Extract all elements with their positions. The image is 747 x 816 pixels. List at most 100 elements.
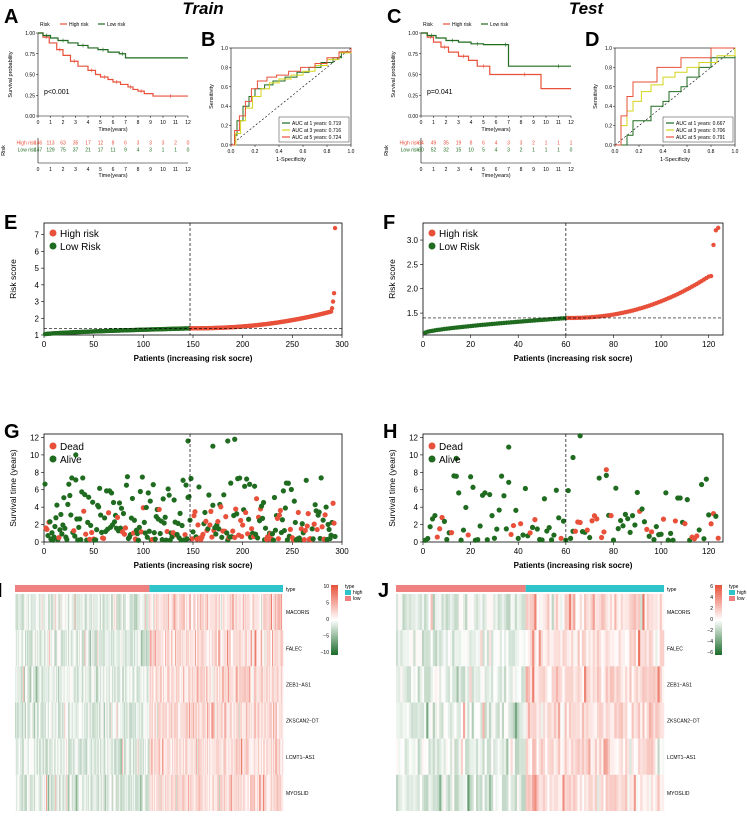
heatmap-cell [659, 774, 663, 811]
heatmap-cell [661, 630, 665, 667]
heatmap-cell [197, 594, 199, 631]
heatmap-cell [424, 702, 427, 739]
heatmap-cell [521, 702, 524, 739]
heatmap-cell [260, 774, 262, 811]
heatmap-cell [182, 594, 184, 631]
heatmap-cell [103, 702, 105, 739]
heatmap-cell [250, 666, 253, 703]
y-tick-label: 0.25 [25, 93, 35, 99]
risk-count: 2 [520, 148, 523, 154]
alive-point [57, 527, 63, 533]
alive-point [93, 537, 99, 543]
heatmap-cell [265, 738, 267, 775]
heatmap-cell [471, 630, 475, 667]
heatmap-cell [202, 738, 204, 775]
alive-point [520, 532, 526, 538]
heatmap-cell [49, 738, 51, 775]
alive-point [629, 513, 636, 519]
heatmap-cell [108, 630, 110, 667]
heatmap-cell [614, 630, 617, 667]
alive-point [232, 436, 238, 442]
heatmap-cell [206, 774, 208, 811]
heatmap-cell [168, 738, 170, 775]
risk-count: 35 [443, 141, 449, 147]
heatmap-cell [404, 630, 408, 667]
heatmap-cell [24, 666, 26, 703]
heatmap-cell [622, 774, 626, 811]
dead-point [232, 534, 238, 541]
heatmap-cell [85, 594, 87, 631]
legend-entry: Low Risk [439, 242, 481, 253]
heatmap-cell [159, 666, 161, 703]
x-tick-label: 50 [89, 547, 98, 556]
heatmap-cell [402, 666, 405, 703]
heatmap-cell [581, 594, 585, 631]
risk-count: 1 [174, 148, 177, 154]
heatmap-cell [278, 702, 280, 739]
heatmap-cell [84, 630, 86, 667]
heatmap-cell [97, 702, 99, 739]
heatmap-cell [185, 774, 187, 811]
alive-point [169, 534, 175, 540]
heatmap-cell [179, 594, 181, 631]
heatmap-cell [90, 702, 92, 739]
heatmap-cell [71, 702, 73, 739]
heatmap-cell [201, 774, 203, 811]
heatmap-cell [657, 702, 660, 739]
heatmap-cell [467, 594, 470, 631]
heatmap-cell [44, 702, 46, 739]
heatmap-cell [20, 738, 22, 775]
row-label: FALEC [667, 646, 683, 652]
heatmap-cell [102, 594, 105, 631]
heatmap-cell [141, 666, 143, 703]
heatmap-cell [192, 738, 194, 775]
heatmap-cell [508, 774, 511, 811]
heatmap-cell [266, 630, 268, 667]
heatmap-cell [111, 630, 113, 667]
heatmap-cell [281, 738, 283, 775]
heatmap-cell [644, 702, 648, 739]
heatmap-cell [599, 666, 602, 703]
alive-point [135, 537, 141, 543]
heatmap-cell [160, 666, 162, 703]
heatmap-cell [517, 738, 520, 775]
x-tick-label: 11 [556, 120, 561, 126]
heatmap-cell [616, 630, 619, 667]
heatmap-cell [456, 702, 459, 739]
heatmap-cell [180, 666, 182, 703]
heatmap-cell [186, 774, 189, 811]
heatmap-cell [62, 666, 64, 703]
heatmap-cell [216, 630, 218, 667]
heatmap-cell [558, 666, 561, 703]
x-tick-label: 1.0 [348, 149, 355, 155]
heatmap-cell [475, 738, 479, 775]
heatmap-cell [80, 702, 83, 739]
y-axis-label: Risk score [8, 259, 18, 299]
heatmap-cell [175, 630, 178, 667]
row-label: ZKSCAN2−DT [286, 719, 319, 725]
heatmap-cell [406, 774, 410, 811]
heatmap-cell [29, 630, 31, 667]
heatmap-cell [530, 702, 533, 739]
y-tick-label: 0.4 [221, 104, 228, 110]
heatmap-cell [28, 738, 30, 775]
heatmap-cell [590, 702, 593, 739]
heatmap-cell [216, 594, 218, 631]
heatmap-cell [243, 774, 245, 811]
heatmap-cell [45, 594, 47, 631]
heatmap-cell [35, 666, 37, 703]
alive-point [303, 477, 309, 483]
alive-point [77, 516, 83, 522]
heatmap-cell [51, 666, 53, 703]
heatmap-cell [424, 630, 427, 667]
alive-point [49, 530, 55, 536]
heatmap-cell [439, 666, 442, 703]
heatmap-cell [121, 738, 123, 775]
heatmap-cell [51, 702, 53, 739]
heatmap-cell [519, 738, 522, 775]
heatmap-cell [426, 738, 429, 775]
y-tick-label: 2 [414, 521, 419, 530]
heatmap-cell [57, 666, 59, 703]
heatmap-cell [279, 774, 281, 811]
heatmap-cell [247, 630, 249, 667]
